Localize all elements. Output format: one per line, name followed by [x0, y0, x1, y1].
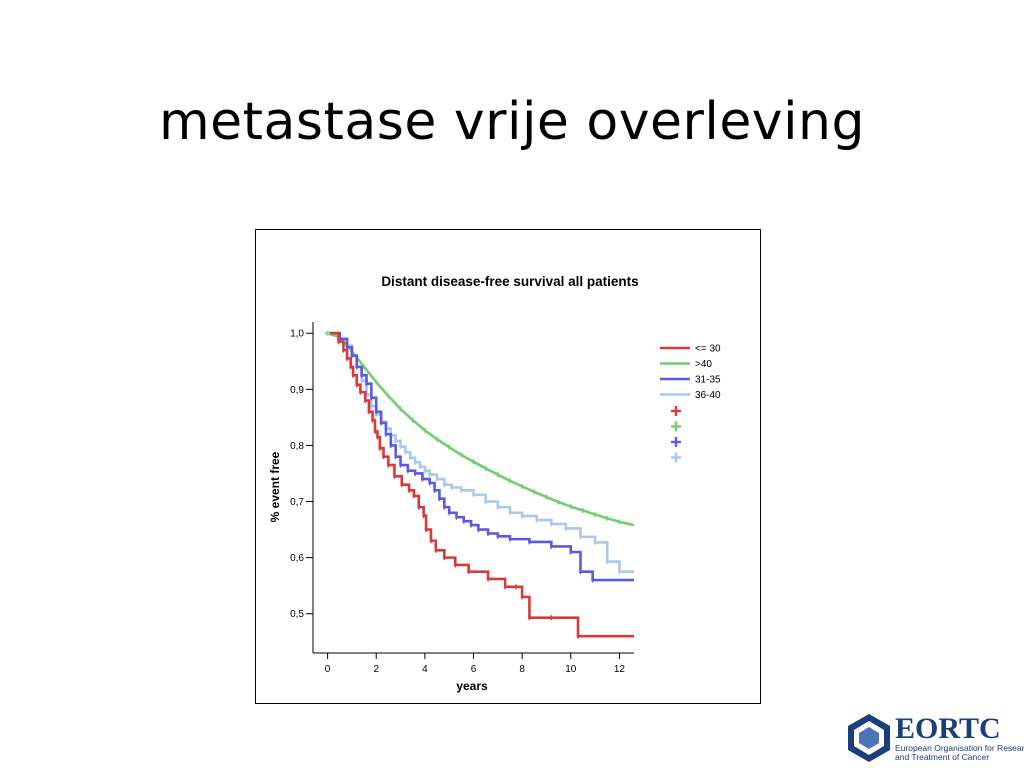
x-tick-label: 10	[565, 664, 577, 675]
series-line-3	[327, 331, 634, 573]
y-tick-label: 0,7	[290, 497, 304, 508]
survival-chart: Distant disease-free survival all patien…	[268, 274, 721, 693]
legend-label-1: >40	[695, 359, 712, 370]
legend-label-0: <= 30	[695, 344, 721, 355]
logo-subtitle-line1: European Organisation for Research	[895, 743, 1024, 753]
logo-name: EORTC	[895, 712, 1001, 745]
legend-label-2: 31-35	[695, 375, 721, 386]
x-tick-label: 12	[614, 664, 626, 675]
y-ticks: 0,5 0,6 0,7 0,8 0,9 1,0	[290, 329, 313, 620]
y-tick-label: 1,0	[290, 329, 304, 340]
x-axis-label: years	[456, 679, 488, 693]
logo-subtitle-line2: and Treatment of Cancer	[895, 752, 990, 762]
eortc-hexagon-icon	[848, 714, 890, 762]
x-tick-label: 2	[373, 664, 379, 675]
series-layer	[324, 330, 635, 639]
start-point	[324, 330, 331, 336]
chart-title: Distant disease-free survival all patien…	[381, 274, 638, 289]
logo-subtitle: European Organisation for Research and T…	[895, 744, 1024, 762]
x-tick-label: 0	[325, 664, 331, 675]
eortc-logo: EORTC European Organisation for Research…	[845, 712, 1024, 764]
y-axis-label: % event free	[268, 451, 282, 522]
chart-frame: Distant disease-free survival all patien…	[255, 229, 761, 704]
x-tick-label: 6	[471, 664, 477, 675]
series-line-1	[327, 331, 635, 527]
legend: <= 30 >40 31-35 36-40	[660, 344, 721, 463]
legend-label-3: 36-40	[695, 390, 721, 401]
y-tick-label: 0,8	[290, 441, 304, 452]
x-tick-label: 4	[422, 664, 428, 675]
y-tick-label: 0,6	[290, 553, 304, 564]
x-tick-label: 8	[519, 664, 525, 675]
series-line-2	[327, 331, 634, 582]
y-tick-label: 0,9	[290, 385, 304, 396]
x-ticks: 0 2 4 6 8 10 12	[325, 653, 626, 675]
slide-title: metastase vrije overleving	[158, 92, 865, 152]
y-tick-label: 0,5	[290, 609, 304, 620]
